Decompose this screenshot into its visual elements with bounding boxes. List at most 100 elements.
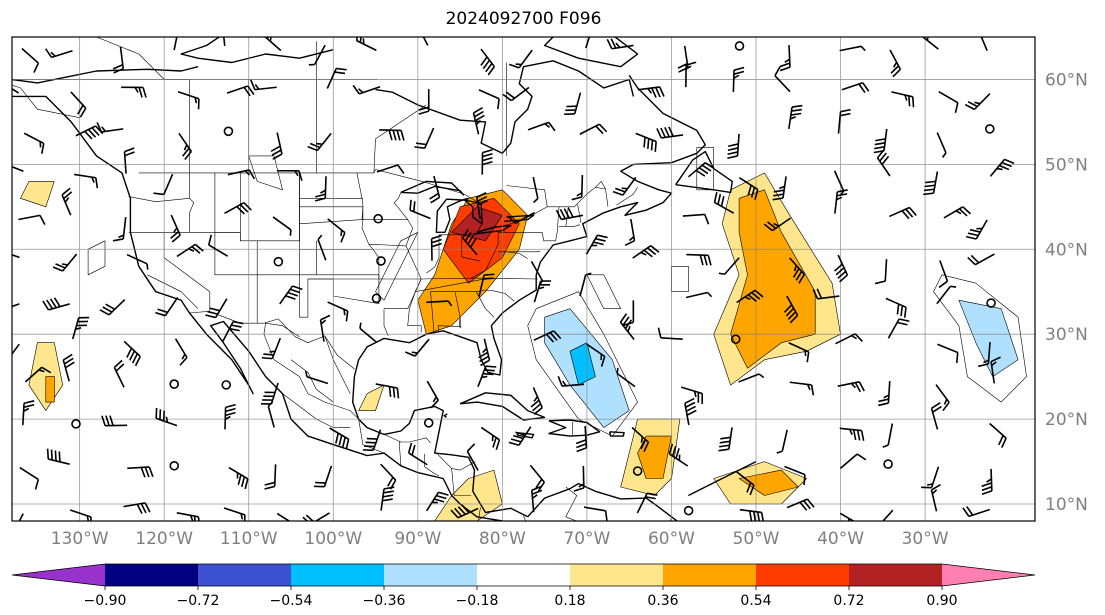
graticule-layer (12, 37, 1035, 521)
field-region (45, 376, 55, 403)
wind-barb (178, 132, 193, 161)
wind-barb (222, 37, 226, 46)
colorbar-label: −0.18 (456, 593, 499, 609)
wind-barb (373, 213, 383, 224)
coastline (675, 150, 733, 194)
wind-barb (967, 253, 995, 266)
wind-barb (359, 322, 378, 344)
political-border (451, 468, 472, 496)
wind-barb (414, 127, 435, 149)
wind-barb (307, 132, 332, 152)
political-border (378, 278, 422, 309)
coastline (473, 224, 512, 235)
wind-barb (718, 257, 740, 276)
wind-barb (61, 187, 73, 216)
wind-barb (224, 403, 236, 430)
wind-barb (170, 214, 181, 243)
wind-barb (276, 512, 291, 521)
wind-barb (52, 253, 78, 272)
wind-barb (583, 506, 608, 521)
wind-barb (478, 338, 491, 367)
political-border (356, 172, 380, 279)
coastline (516, 432, 535, 439)
political-border (565, 486, 578, 521)
coastline (443, 413, 448, 418)
political-border (383, 434, 402, 443)
colorbar-swatch (291, 564, 385, 586)
longitude-label: 100°W (304, 529, 362, 549)
wind-barb (379, 129, 405, 141)
wind-barb (376, 164, 405, 174)
wind-barb (475, 192, 488, 220)
political-border (263, 322, 359, 420)
political-border (147, 274, 199, 309)
wind-barb (477, 365, 497, 388)
latitude-label: 10°N (1045, 495, 1088, 515)
wind-barb (426, 380, 439, 409)
wind-barb (508, 426, 532, 446)
coastline (609, 431, 625, 437)
field-region (20, 181, 55, 208)
political-border (189, 172, 195, 233)
wind-barb (423, 418, 434, 428)
colorbar-label: 0.54 (740, 593, 771, 609)
wind-barb (326, 67, 347, 89)
wind-barb (71, 419, 81, 429)
wind-barb (632, 466, 643, 476)
wind-barb (101, 415, 128, 427)
colorbar-extend-low (12, 564, 105, 586)
wind-barb (876, 149, 891, 177)
wind-barb (352, 84, 381, 95)
wind-barb (123, 147, 135, 174)
coastline (435, 197, 469, 233)
colorbar-label: 0.36 (647, 593, 678, 609)
wind-barb (228, 466, 249, 490)
wind-barb (380, 486, 395, 511)
wind-barb (616, 367, 636, 388)
political-border (307, 274, 380, 304)
wind-barb (962, 506, 991, 518)
political-border (398, 437, 431, 466)
political-border (426, 234, 440, 274)
colorbar-label: −0.36 (363, 593, 406, 609)
colorbar-label: −0.54 (270, 593, 313, 609)
wind-barb (736, 289, 764, 304)
wind-barb (261, 337, 282, 360)
wind-barb (24, 366, 52, 383)
wind-barb (686, 253, 712, 266)
political-border (383, 308, 389, 337)
field-region (442, 198, 520, 284)
wind-barb (18, 513, 24, 521)
wind-barb (789, 257, 806, 284)
coastline (543, 37, 639, 68)
wind-barb (429, 175, 441, 204)
wind-barb (308, 44, 326, 66)
wind-barb (174, 338, 188, 366)
wind-barb (121, 86, 147, 98)
wind-barb (774, 66, 791, 93)
wind-barb (841, 81, 870, 93)
political-border (504, 206, 560, 242)
map-title: 2024092700 F096 (445, 9, 602, 29)
wind-barb (606, 38, 634, 50)
wind-barb (555, 207, 584, 221)
field-region (958, 299, 1019, 377)
map-area (12, 37, 1035, 521)
wind-barb (71, 316, 90, 340)
wind-barb (12, 165, 24, 173)
political-border (577, 204, 582, 224)
wind-barb (319, 314, 331, 342)
wind-barb (224, 202, 252, 215)
longitude-label: 90°W (394, 529, 441, 549)
political-border (616, 187, 638, 206)
wind-barb (23, 132, 45, 154)
wind-barb (329, 427, 350, 450)
wind-barb (12, 254, 20, 259)
latitude-label: 20°N (1045, 410, 1088, 430)
political-border (324, 335, 351, 394)
colorbar-label: 0.72 (833, 593, 864, 609)
colorbar-swatch (477, 564, 571, 586)
wind-barb (426, 300, 453, 307)
political-border (362, 219, 413, 247)
wind-barb (930, 484, 941, 512)
